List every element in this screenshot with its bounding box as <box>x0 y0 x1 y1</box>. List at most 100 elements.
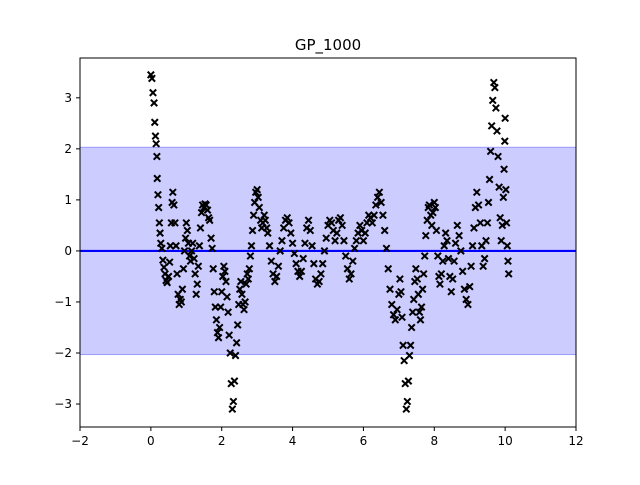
x-tick-label: 6 <box>360 434 368 448</box>
data-point <box>485 175 494 184</box>
data-point <box>488 96 497 105</box>
data-point <box>348 257 357 266</box>
data-point <box>212 315 221 324</box>
x-tick-label: 4 <box>289 434 297 448</box>
y-tick-label: −2 <box>54 346 72 360</box>
data-point <box>317 269 325 278</box>
data-point <box>493 127 501 135</box>
data-point <box>504 257 512 266</box>
data-point <box>230 377 239 385</box>
data-point <box>380 226 389 235</box>
data-point <box>188 239 197 248</box>
data-point <box>224 308 232 317</box>
data-point <box>210 287 219 296</box>
data-point <box>406 341 415 350</box>
data-point <box>476 218 485 227</box>
data-point <box>286 229 295 237</box>
data-point <box>223 292 231 301</box>
data-point <box>267 257 276 266</box>
data-point <box>500 165 508 174</box>
data-point <box>218 272 227 281</box>
data-point <box>182 218 191 227</box>
chart-title: GP_1000 <box>295 36 361 55</box>
data-point <box>299 254 308 263</box>
data-point <box>368 218 377 227</box>
data-point <box>242 280 251 289</box>
data-point <box>254 193 263 202</box>
data-point <box>240 305 248 314</box>
data-point <box>248 226 257 235</box>
data-point <box>431 203 440 212</box>
data-point <box>222 277 230 286</box>
data-point <box>168 188 177 197</box>
data-point <box>241 298 250 306</box>
data-point <box>306 226 315 235</box>
data-point <box>453 221 462 230</box>
y-tick-label: 3 <box>64 91 72 105</box>
data-point <box>436 280 444 289</box>
data-point <box>496 213 505 222</box>
data-point <box>444 254 453 263</box>
data-point <box>501 114 510 123</box>
data-point <box>150 99 158 107</box>
data-point <box>331 236 339 245</box>
data-point <box>196 224 205 232</box>
data-point <box>402 405 411 414</box>
data-point <box>359 236 368 245</box>
data-point <box>503 241 512 250</box>
data-point <box>265 241 274 250</box>
data-point <box>479 262 488 271</box>
y-tick-label: −3 <box>54 397 72 411</box>
data-point <box>355 221 364 230</box>
data-point <box>492 104 500 112</box>
data-point <box>246 252 255 260</box>
data-point <box>437 269 446 278</box>
y-tick-label: 0 <box>64 244 72 258</box>
data-point <box>332 229 341 237</box>
data-point <box>470 224 478 232</box>
data-point <box>272 272 281 281</box>
data-point <box>384 264 393 273</box>
data-point <box>373 193 382 202</box>
data-point <box>215 323 224 332</box>
data-point <box>157 244 166 253</box>
data-point <box>253 185 262 194</box>
data-point <box>194 262 203 271</box>
data-point <box>377 198 386 207</box>
x-tick-label: −2 <box>71 434 89 448</box>
data-point <box>382 244 391 253</box>
data-point <box>504 269 513 278</box>
data-point <box>160 263 168 272</box>
data-point <box>220 267 229 276</box>
data-point <box>158 256 167 265</box>
data-point <box>458 267 467 276</box>
data-point <box>472 188 481 197</box>
data-point <box>352 236 361 245</box>
data-point <box>421 231 430 240</box>
y-tick-label: −1 <box>54 295 72 309</box>
data-point <box>192 290 201 299</box>
data-point <box>177 298 186 306</box>
x-tick-label: 10 <box>498 434 513 448</box>
data-point <box>490 83 499 92</box>
data-point <box>484 198 493 207</box>
data-point <box>247 241 256 250</box>
data-point <box>309 259 318 268</box>
data-point <box>214 333 223 342</box>
data-point <box>350 244 359 253</box>
data-point <box>235 285 244 294</box>
data-point <box>283 213 292 222</box>
data-point <box>501 185 510 194</box>
data-point <box>232 338 241 347</box>
data-point <box>278 236 286 245</box>
data-point <box>181 234 190 243</box>
data-point <box>178 285 187 294</box>
data-point <box>290 249 299 258</box>
data-point <box>495 183 504 192</box>
data-point <box>345 275 354 283</box>
data-point <box>460 285 469 294</box>
data-point <box>499 193 508 202</box>
y-tick-label: 1 <box>64 193 72 207</box>
